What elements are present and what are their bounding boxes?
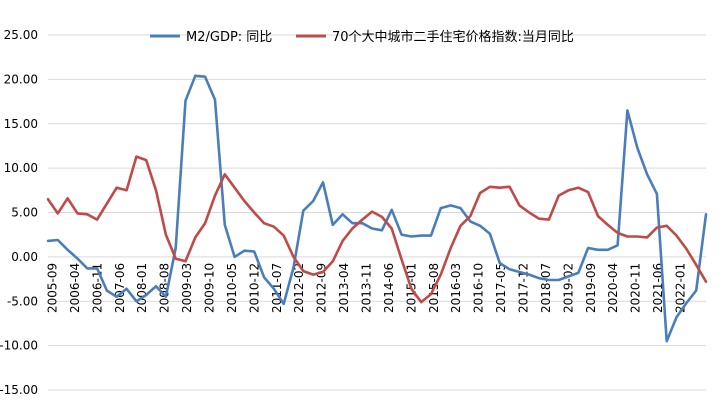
legend: M2/GDP: 同比 70个大中城市二手住宅价格指数:当月同比 [150,29,574,45]
x-tick-label: 2013-11 [360,263,374,313]
y-tick-label: 5.00 [11,206,38,220]
legend-label-m2-gdp: M2/GDP: 同比 [186,30,272,45]
x-tick-label: 2009-10 [203,263,217,313]
y-tick-label: -5.00 [7,294,38,308]
x-tick-label: 2010-12 [247,263,261,313]
x-tick-label: 2020-04 [606,263,620,313]
x-tick-label: 2014-06 [382,263,396,313]
x-tick-label: 2016-03 [449,263,463,313]
y-tick-label: -10.00 [0,339,38,353]
series-lines [46,74,708,343]
x-tick-label: 2022-01 [674,263,688,313]
x-tick-label: 2013-04 [337,263,351,313]
y-axis: 25.00 20.00 15.00 10.00 5.00 0.00 -5.00 -10.00 -… [0,28,38,397]
x-axis: 2005-09 2006-04 2006-11 2007-06 2008-01 2008-… [46,263,688,313]
y-tick-label: 15.00 [4,117,38,131]
x-tick-label: 2017-05 [494,263,508,313]
x-tick-label: 2008-01 [135,263,149,313]
y-tick-label: 20.00 [4,72,38,86]
x-tick-label: 2018-07 [539,263,553,313]
x-tick-label: 2019-09 [584,263,598,313]
x-tick-label: 2012-02 [292,263,306,313]
series-line-1 [46,155,708,304]
series-line-0 [46,74,708,343]
x-tick-label: 2009-03 [180,263,194,313]
x-tick-label: 2016-10 [472,263,486,313]
x-tick-label: 2012-09 [315,263,329,313]
y-tick-label: 25.00 [4,28,38,42]
x-tick-label: 2017-12 [517,263,531,313]
x-tick-label: 2020-11 [629,263,643,313]
y-tick-label: 10.00 [4,161,38,175]
x-tick-label: 2019-02 [561,263,575,313]
x-tick-label: 2007-06 [113,263,127,313]
x-tick-label: 2006-04 [68,263,82,313]
gridlines [48,34,706,391]
x-tick-label: 2008-08 [158,263,172,313]
y-tick-label: 0.00 [11,250,38,264]
legend-label-house-price-index: 70个大中城市二手住宅价格指数:当月同比 [332,29,574,45]
x-tick-label: 2005-09 [46,263,60,313]
y-tick-label: -15.00 [0,383,38,397]
x-tick-label: 2010-05 [225,263,239,313]
